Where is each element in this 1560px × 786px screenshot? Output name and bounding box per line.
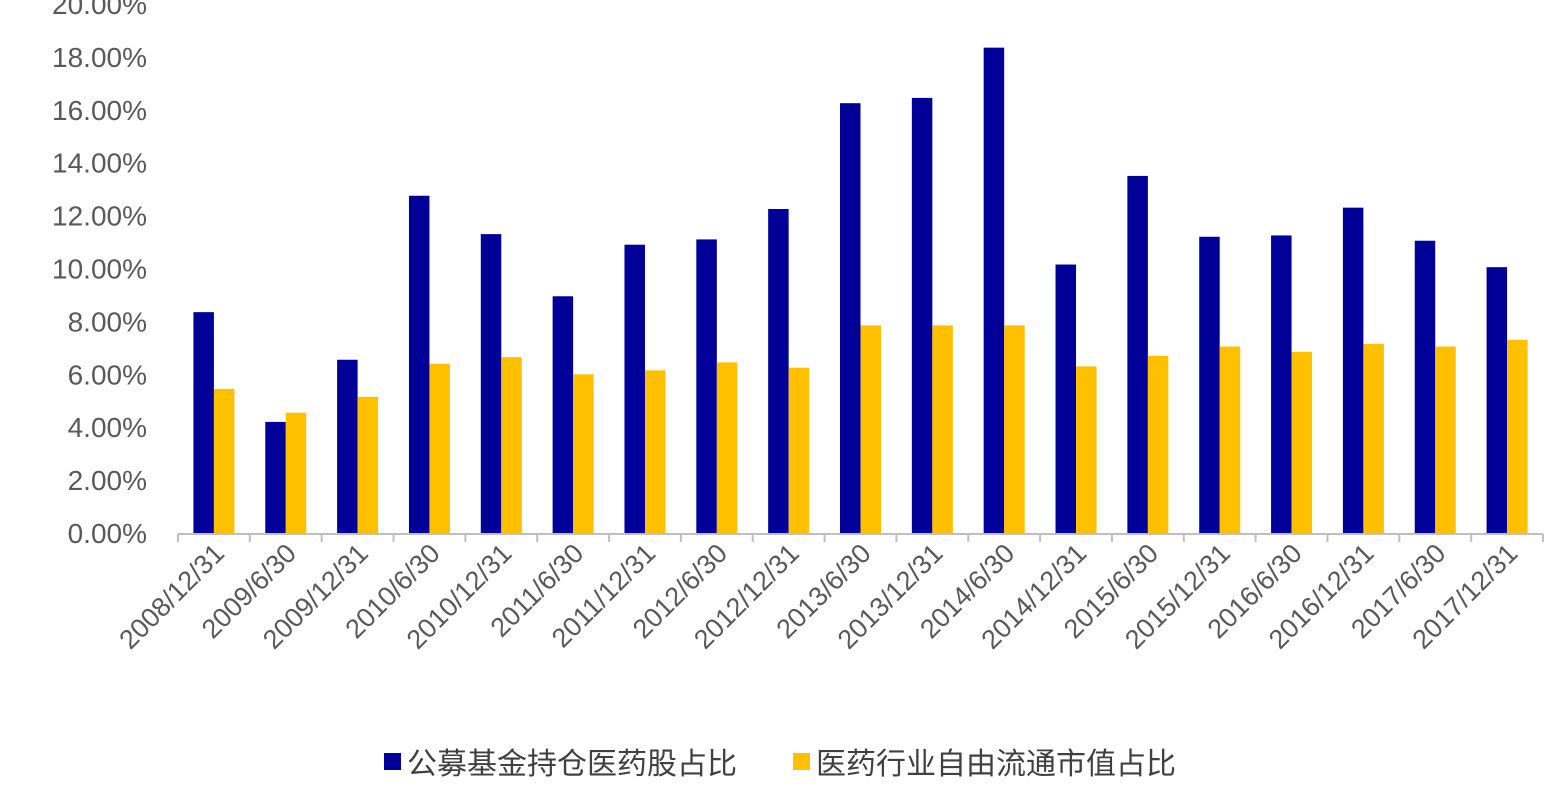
bar-free-float <box>501 357 522 533</box>
y-tick-label: 16.00% <box>52 95 147 126</box>
bar-free-float <box>1291 351 1313 533</box>
y-tick-label: 12.00% <box>52 201 147 232</box>
bar-fund-holding <box>768 208 789 534</box>
bar-free-float <box>932 325 953 533</box>
bar-fund-holding <box>911 97 933 534</box>
bar-fund-holding <box>1342 207 1364 534</box>
bar-fund-holding <box>1486 267 1508 533</box>
bar-free-float <box>573 374 594 533</box>
y-tick-label: 18.00% <box>52 42 147 73</box>
legend-label-free-float: 医药行业自由流通市值占比 <box>816 747 1176 782</box>
legend-label-fund-holding: 公募基金持仓医药股占比 <box>407 747 737 782</box>
bar-free-float <box>285 412 307 533</box>
bar-fund-holding <box>624 244 645 533</box>
bars-group <box>193 47 1528 534</box>
bar-free-float <box>1076 366 1097 533</box>
bar-fund-holding <box>1055 264 1077 533</box>
legend-swatch-fund-holding <box>384 752 401 770</box>
bar-fund-holding <box>265 421 286 533</box>
legend-item-free-float: 医药行业自由流通市值占比 <box>793 739 1176 783</box>
bar-fund-holding <box>1271 235 1292 533</box>
legend-item-fund-holding: 公募基金持仓医药股占比 <box>384 739 737 783</box>
bar-fund-holding <box>552 296 574 533</box>
bar-free-float <box>788 367 810 533</box>
bar-fund-holding <box>1199 236 1220 533</box>
legend: 公募基金持仓医药股占比 医药行业自由流通市值占比 <box>0 736 1560 786</box>
bar-free-float <box>1147 355 1169 533</box>
bar-free-float <box>1004 325 1025 533</box>
bar-free-float <box>429 363 450 533</box>
y-tick-label: 20.00% <box>52 0 147 20</box>
bar-fund-holding <box>1127 175 1148 534</box>
bar-fund-holding <box>480 234 502 534</box>
y-tick-label: 0.00% <box>68 518 147 549</box>
bar-fund-holding <box>840 103 861 533</box>
legend-swatch-free-float <box>793 752 810 770</box>
y-tick-label: 2.00% <box>68 465 147 496</box>
bar-free-float <box>644 370 666 533</box>
bar-fund-holding <box>1414 240 1436 534</box>
bar-free-float <box>1507 339 1528 533</box>
bar-free-float <box>716 362 738 533</box>
bar-free-float <box>357 396 379 533</box>
y-tick-label: 8.00% <box>68 306 147 337</box>
x-axis-labels: 2008/12/312009/6/302009/12/312010/6/3020… <box>113 538 1523 655</box>
y-tick-label: 10.00% <box>52 254 147 285</box>
x-axis-ticks <box>177 534 1544 542</box>
bar-free-float <box>1363 343 1384 533</box>
bar-fund-holding <box>408 195 430 533</box>
bar-fund-holding <box>696 239 717 533</box>
bar-fund-holding <box>983 47 1005 534</box>
bar-free-float <box>860 325 881 533</box>
bar-fund-holding <box>337 359 358 533</box>
y-axis-ticks: 0.00% 2.00% 4.00% 6.00% 8.00% 10.00% 12.00% 14.… <box>52 0 147 549</box>
y-tick-label: 4.00% <box>68 412 147 443</box>
bar-free-float <box>1219 346 1241 533</box>
y-tick-label: 6.00% <box>68 359 147 390</box>
bar-free-float <box>1435 346 1456 533</box>
bar-fund-holding <box>193 312 214 533</box>
bar-free-float <box>213 388 235 533</box>
y-tick-label: 14.00% <box>52 148 147 179</box>
